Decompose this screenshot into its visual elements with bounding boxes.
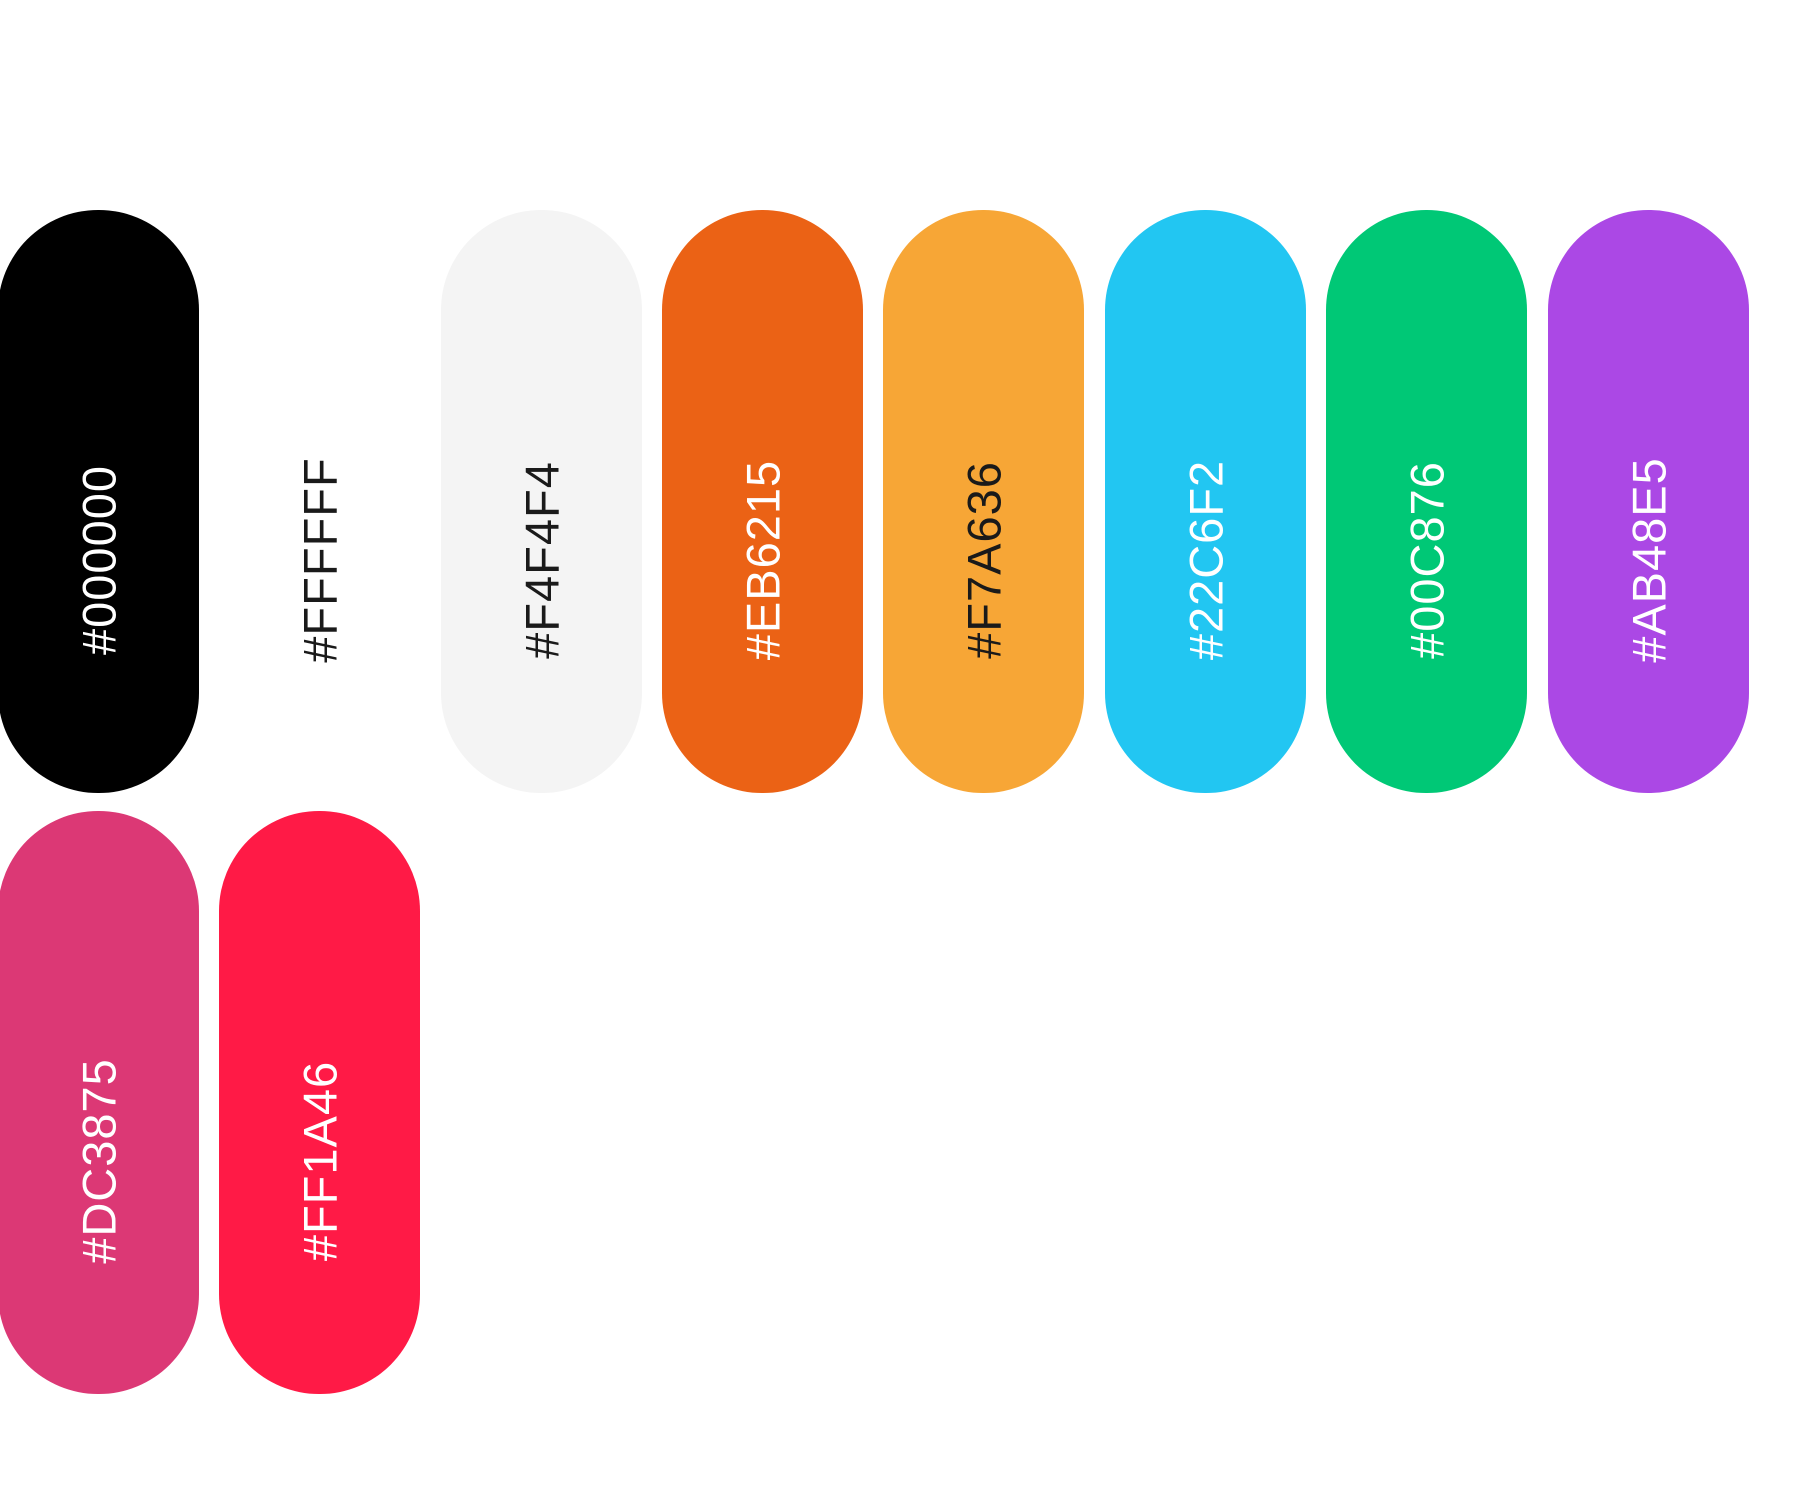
swatch-hex-label: #EB6215: [736, 459, 789, 660]
swatch-hex-label: #00C876: [1400, 460, 1453, 659]
color-swatch-000000: #000000: [0, 210, 199, 793]
color-swatch-22c6f2: #22C6F2: [1105, 210, 1306, 793]
color-swatch-dc3875: #DC3875: [0, 811, 199, 1394]
swatch-hex-label: #F7A636: [957, 460, 1010, 659]
color-swatch-00c876: #00C876: [1326, 210, 1527, 793]
swatch-hex-label: #F4F4F4: [515, 460, 568, 659]
color-swatch-ffffff: #FFFFFF: [219, 210, 420, 793]
color-swatch-ab48e5: #AB48E5: [1548, 210, 1749, 793]
swatch-hex-label: #FFFFFF: [293, 457, 346, 663]
swatch-hex-label: #FF1A46: [293, 1060, 346, 1261]
swatch-hex-label: #22C6F2: [1179, 459, 1232, 660]
swatch-hex-label: #AB48E5: [1622, 456, 1675, 663]
swatch-hex-label: #000000: [72, 464, 125, 655]
swatch-hex-label: #DC3875: [72, 1058, 125, 1264]
color-swatch-f7a636: #F7A636: [883, 210, 1084, 793]
color-swatch-eb6215: #EB6215: [662, 210, 863, 793]
color-swatch-f4f4f4: #F4F4F4: [441, 210, 642, 793]
color-swatch-ff1a46: #FF1A46: [219, 811, 420, 1394]
